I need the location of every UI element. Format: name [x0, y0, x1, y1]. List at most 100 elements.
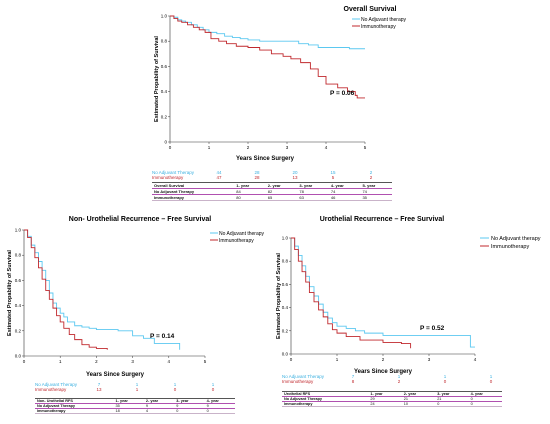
table-header: 2- year: [265, 182, 298, 189]
table-cell: 35: [360, 194, 392, 201]
table-cell: 78: [297, 188, 329, 195]
legend-label: No Adjuvant therapy: [491, 236, 541, 242]
y-tick-label: 1.0: [15, 228, 22, 233]
y-axis-label: Estimated Propability of Survival: [154, 36, 160, 122]
table-cell: Immunotherapy: [152, 194, 235, 201]
table-header: 5- year: [360, 182, 392, 189]
risk-value: 1: [211, 382, 215, 387]
p-value: P = 0.52: [420, 325, 445, 332]
risk-value: 44: [216, 170, 222, 175]
legend-label: Immunotherapy: [219, 238, 254, 244]
table-header: 3- year: [297, 182, 329, 189]
risk-row-label: No Adjuvant Therapy: [282, 374, 324, 379]
legend-label: No Adjuvant therapy: [361, 17, 407, 23]
x-tick-label: 4: [168, 359, 171, 364]
y-tick-label: 0.2: [282, 328, 289, 333]
table-header: 3- year: [435, 391, 469, 397]
x-tick-label: 4: [325, 145, 328, 150]
y-tick-label: 0: [164, 140, 167, 145]
table-header: 1- year: [368, 391, 402, 397]
legend-label: No Adjuvant therapy: [219, 231, 265, 237]
table-cell: 4: [143, 408, 175, 414]
risk-value: 0: [489, 379, 493, 384]
table-cell: 84: [234, 188, 266, 195]
y-tick-label: 0.2: [161, 114, 168, 119]
y-tick-label: 0.0: [282, 352, 289, 357]
x-tick-label: 0: [23, 359, 26, 364]
x-tick-label: 1: [208, 145, 211, 150]
risk-value: 1: [443, 374, 447, 379]
risk-row-label: Immunotherapy: [35, 387, 67, 392]
legend: No Adjuvant therapy Immunotherapy: [480, 236, 541, 250]
table-cell: 9: [143, 403, 175, 409]
y-tick-label: 0.6: [282, 282, 289, 287]
risk-row-label: No Adjuvant Therapy: [35, 382, 77, 387]
table-cell: 65: [265, 194, 298, 201]
summary-table: Overall Survival 1- year 2- year 3- year…: [152, 182, 392, 201]
table-header: 3- year: [174, 398, 205, 404]
risk-table: No Adjuvant Therapy 7 1 1 1 Immunotherap…: [282, 374, 514, 384]
x-tick-label: 1: [336, 357, 339, 362]
chart-title: Overall Survival: [344, 6, 397, 13]
table-header: 2- year: [143, 398, 175, 404]
table-header: 4- year: [328, 182, 361, 189]
risk-value: 15: [330, 170, 336, 175]
table-cell: 0: [204, 408, 235, 414]
table-cell: 0: [435, 401, 469, 407]
urothelial-rfs-chart: Urothelial Recurrence – Free Survival 0.…: [276, 216, 541, 375]
risk-table: No Adjuvant Therapy 44 28 20 15 2 Immuno…: [152, 170, 390, 180]
x-tick-label: 1: [59, 359, 62, 364]
y-axis-label: Estimated Propability of Survival: [7, 250, 13, 336]
survival-curve: [170, 15, 365, 99]
table-header: 4- year: [468, 391, 502, 397]
y-tick-label: 0.8: [15, 253, 22, 258]
p-value: P = 0.14: [150, 333, 175, 340]
y-tick-label: 0.4: [282, 305, 289, 310]
table-cell: 74: [360, 188, 392, 195]
legend: No Adjuvant therapy Immunotherapy: [352, 17, 407, 30]
table-header: 1- year: [234, 182, 266, 189]
survival-curve: [24, 229, 108, 350]
y-tick-label: 1.0: [282, 236, 289, 241]
table-cell: 46: [328, 194, 361, 201]
table-cell: 82: [265, 188, 298, 195]
risk-value: 0: [211, 387, 215, 392]
table-cell: 74: [328, 188, 361, 195]
risk-row-label: No Adjuvant Therapy: [152, 170, 194, 175]
chart-title: Urothelial Recurrence – Free Survival: [320, 216, 445, 223]
y-tick-label: 0.8: [161, 39, 168, 44]
x-tick-label: 2: [247, 145, 250, 150]
y-tick-label: 0.6: [15, 278, 22, 283]
y-tick-label: 0.2: [15, 328, 22, 333]
risk-value: 47: [216, 175, 222, 180]
risk-value: 13: [96, 387, 102, 392]
risk-value: 1: [489, 374, 493, 379]
risk-value: 1: [135, 387, 139, 392]
legend: No Adjuvant therapy Immunotherapy: [210, 231, 265, 244]
risk-value: 7: [97, 382, 101, 387]
table-cell: 80: [234, 194, 266, 201]
risk-value: 2: [369, 175, 373, 180]
x-tick-label: 0: [290, 357, 293, 362]
risk-value: 28: [254, 170, 260, 175]
table-cell: 10: [401, 401, 436, 407]
table-cell: 18: [113, 408, 144, 414]
y-tick-label: 0.4: [161, 89, 168, 94]
risk-value: 2: [369, 170, 373, 175]
y-tick-label: 0.8: [282, 259, 289, 264]
survival-curve: [291, 237, 475, 348]
risk-value: 1: [173, 382, 177, 387]
table-cell: 63: [297, 194, 329, 201]
x-axis-label: Years Since Surgery: [236, 156, 295, 162]
legend-label: Immunotherapy: [491, 244, 529, 250]
table-cell: No Adjuvant Therapy: [152, 188, 235, 195]
x-tick-label: 4: [474, 357, 477, 362]
table-cell: No Adjuvant Therapy: [35, 403, 114, 409]
table-cell: Immunotherapy: [35, 408, 114, 414]
risk-value: 28: [254, 175, 260, 180]
table-cell: 0: [174, 408, 205, 414]
y-axis-label: Estimated Propability of Survival: [276, 253, 282, 339]
risk-value: 20: [292, 170, 298, 175]
table-cell: 29: [368, 396, 402, 402]
risk-value: 13: [292, 175, 298, 180]
